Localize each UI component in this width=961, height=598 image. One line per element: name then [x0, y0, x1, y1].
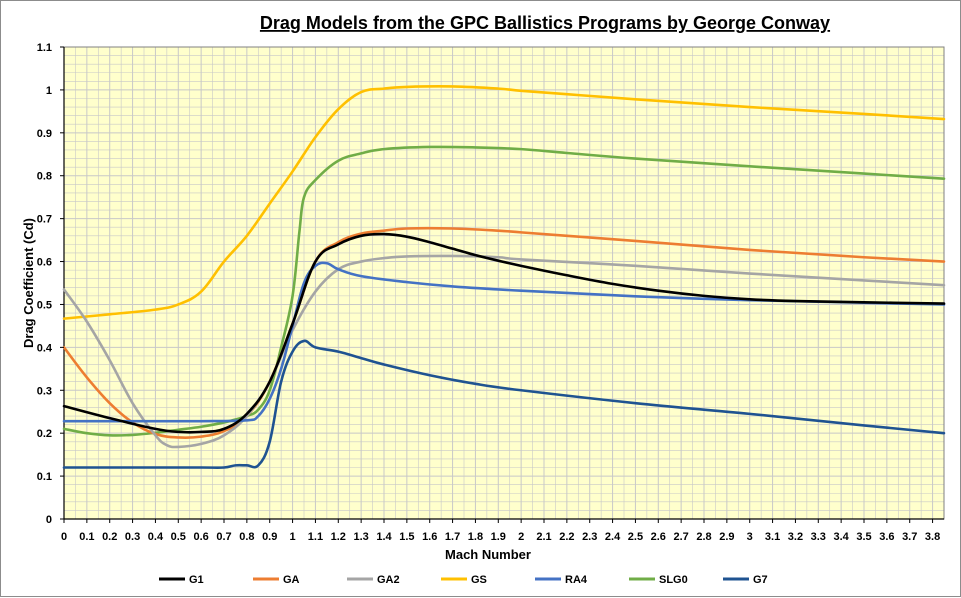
x-tick-label: 1.1 — [308, 531, 323, 543]
y-tick-label: 0.8 — [37, 171, 52, 183]
legend: G1 GA GA2 GS RA4 SLG0 G7 — [159, 574, 768, 586]
x-tick-label: 1.5 — [399, 531, 414, 543]
chart-title: Drag Models from the GPC Ballistics Prog… — [260, 13, 830, 33]
legend-label-slg0: SLG0 — [659, 574, 688, 586]
x-axis-title: Mach Number — [445, 547, 531, 562]
series-line-g1 — [62, 232, 946, 434]
x-tick-label: 0.1 — [79, 531, 94, 543]
y-tick-label: 0.6 — [37, 257, 52, 269]
axes — [63, 46, 945, 520]
legend-label-ga2: GA2 — [377, 574, 400, 586]
series-line-g7 — [62, 339, 946, 469]
y-tick-label: 0.2 — [37, 428, 52, 440]
tick-labels: 0 0.1 0.2 0.3 0.4 0.5 0.6 0.7 0.8 0.9 1 1.1 0 0.1 0.2 0… — [37, 42, 941, 543]
x-tick-label: 3.3 — [811, 531, 826, 543]
x-tick-label: 1.7 — [445, 531, 460, 543]
y-axis-title: Drag Coefficient (Cd) — [21, 218, 36, 348]
legend-label-g1: G1 — [189, 574, 204, 586]
x-tick-label: 2 — [518, 531, 524, 543]
y-tick-label: 0.1 — [37, 471, 52, 483]
legend-label-g7: G7 — [753, 574, 768, 586]
x-tick-label: 2.7 — [673, 531, 688, 543]
y-tick-label: 1.1 — [37, 42, 52, 54]
legend-label-gs: GS — [471, 574, 487, 586]
x-tick-label: 1.3 — [353, 531, 368, 543]
x-tick-label: 2.5 — [628, 531, 643, 543]
x-tick-label: 0.8 — [239, 531, 254, 543]
x-tick-label: 1.4 — [376, 531, 392, 543]
x-tick-label: 1.2 — [331, 531, 346, 543]
x-tick-label: 3.2 — [788, 531, 803, 543]
x-tick-label: 2.3 — [582, 531, 597, 543]
legend-label-ra4: RA4 — [565, 574, 588, 586]
x-tick-label: 1.6 — [422, 531, 437, 543]
x-tick-label: 0.3 — [125, 531, 140, 543]
y-tick-label: 0 — [46, 514, 52, 526]
x-tick-label: 0.2 — [102, 531, 117, 543]
y-tick-label: 0.5 — [37, 299, 52, 311]
y-tick-label: 0.3 — [37, 385, 52, 397]
y-tick-label: 1 — [46, 85, 52, 97]
x-tick-label: 3.5 — [856, 531, 871, 543]
y-tick-label: 0.7 — [37, 214, 52, 226]
x-tick-label: 2.2 — [559, 531, 574, 543]
x-tick-label: 2.1 — [536, 531, 551, 543]
legend-label-ga: GA — [283, 574, 300, 586]
x-tick-label: 3.4 — [833, 531, 849, 543]
x-tick-label: 1.8 — [468, 531, 483, 543]
x-tick-label: 1 — [290, 531, 296, 543]
x-tick-label: 0.5 — [171, 531, 186, 543]
y-tick-label: 0.4 — [37, 342, 53, 354]
y-tick-label: 0.9 — [37, 128, 52, 140]
series-line-ga2 — [62, 254, 946, 449]
x-tick-label: 1.9 — [491, 531, 506, 543]
x-tick-label: 3.7 — [902, 531, 917, 543]
x-tick-label: 0.9 — [262, 531, 277, 543]
x-tick-label: 0.4 — [148, 531, 164, 543]
x-tick-label: 0.7 — [216, 531, 231, 543]
x-tick-label: 2.9 — [719, 531, 734, 543]
x-tick-label: 2.4 — [605, 531, 621, 543]
plot-area — [64, 47, 944, 519]
x-tick-label: 2.8 — [696, 531, 711, 543]
x-tick-label: 3.1 — [765, 531, 780, 543]
x-tick-label: 3 — [747, 531, 753, 543]
series-line-ra4 — [62, 261, 946, 423]
x-tick-label: 3.8 — [925, 531, 940, 543]
x-tick-label: 0 — [61, 531, 67, 543]
x-tick-label: 0.6 — [193, 531, 208, 543]
series-lines — [62, 85, 946, 469]
series-line-gs — [62, 85, 946, 320]
x-tick-label: 3.6 — [879, 531, 894, 543]
x-tick-label: 2.6 — [651, 531, 666, 543]
